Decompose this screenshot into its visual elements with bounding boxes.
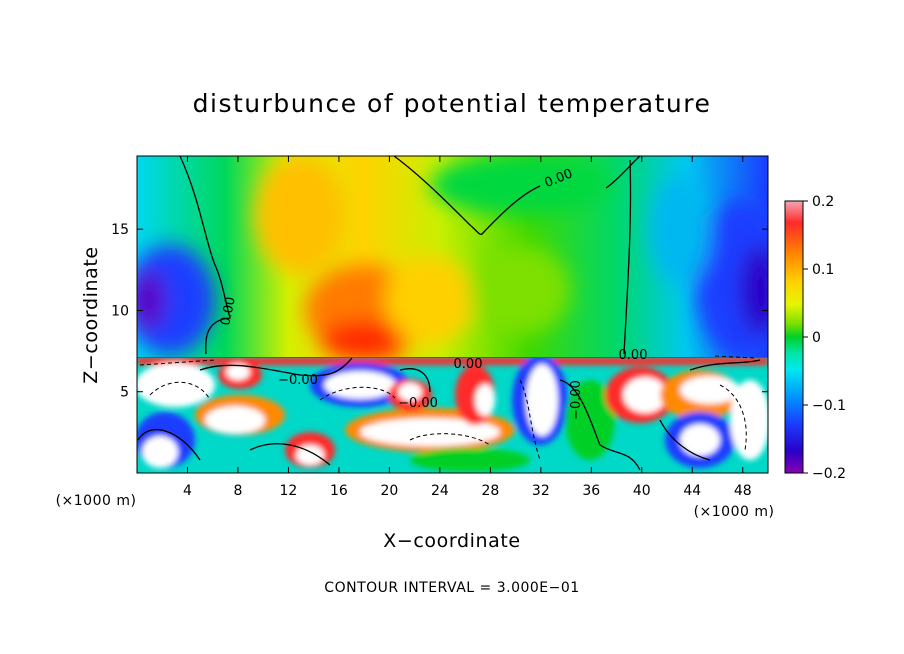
x-axis-label: X−coordinate: [383, 530, 520, 552]
contour-label: −0.00: [398, 396, 438, 411]
y-tick-label: 15: [111, 222, 129, 238]
contour-lines: [137, 155, 761, 471]
chart-title: disturbunce of potential temperature: [193, 89, 712, 118]
contour-label: 0.00: [619, 348, 648, 363]
x-tick-label: 32: [532, 483, 550, 499]
colorbar-tick-label: −0.2: [812, 466, 846, 482]
lower-field: [137, 357, 768, 473]
x-tick-label: 20: [380, 483, 398, 499]
y-axis-label: Z−coordinate: [80, 246, 102, 383]
colorbar-tick-label: 0.2: [812, 194, 834, 210]
x-tick-label: 4: [183, 483, 192, 499]
x-tick-label: 24: [431, 483, 449, 499]
colorbar-tick-label: 0: [812, 330, 821, 346]
x-tick-label: 48: [734, 483, 752, 499]
x-tick-label: 16: [330, 483, 348, 499]
upper-field: [137, 156, 768, 357]
contour-label: 0.00: [218, 296, 239, 327]
x-tick-label: 44: [683, 483, 701, 499]
colorbar: 0.2 0.1 0 −0.1 −0.2: [784, 194, 846, 482]
x-tick-label: 36: [582, 483, 600, 499]
x-tick-label: 12: [280, 483, 298, 499]
dashed-contours: [139, 355, 756, 461]
x-axis: 4 8 12 16 20 24 28 32 36 40 44 48: [183, 156, 752, 499]
x-unit-left: (×1000 m): [56, 493, 137, 509]
y-axis: 5 10 15: [111, 222, 768, 401]
colorbar-ticks: 0.2 0.1 0 −0.1 −0.2: [803, 194, 846, 482]
x-tick-label: 40: [633, 483, 651, 499]
contour-label: −0.00: [278, 373, 318, 388]
x-tick-label: 8: [233, 483, 242, 499]
contour-label: 0.00: [454, 357, 483, 372]
colorbar-tick-label: 0.1: [812, 262, 834, 278]
x-tick-label: 28: [481, 483, 499, 499]
y-tick-label: 5: [120, 385, 129, 401]
contour-label: −0.00: [569, 380, 584, 420]
plot-frame: [136, 155, 769, 474]
colorbar-tick-label: −0.1: [812, 398, 846, 414]
contour-interval-note: CONTOUR INTERVAL = 3.000E−01: [324, 580, 579, 596]
x-unit-right: (×1000 m): [694, 504, 775, 520]
y-tick-label: 10: [111, 303, 129, 319]
